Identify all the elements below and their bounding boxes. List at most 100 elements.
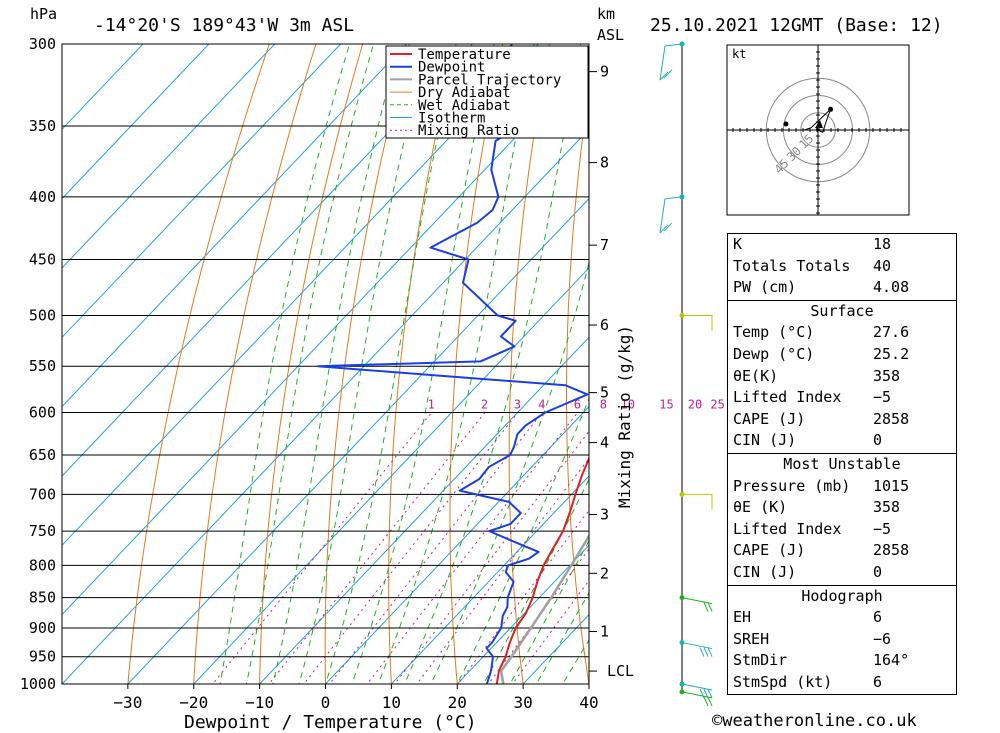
km-tick-label: LCL — [607, 662, 634, 680]
index-row: Lifted Index −5 — [728, 387, 956, 409]
index-row: StmDir 164° — [728, 650, 956, 672]
index-row: CAPE (J) 2858 — [728, 540, 956, 562]
km-tick-label: 6 — [600, 316, 609, 334]
km-tick-label: 5 — [600, 384, 609, 402]
km-tick-label: 4 — [600, 434, 609, 452]
km-tick-label: 9 — [600, 63, 609, 81]
hodograph-title: Hodograph — [801, 586, 883, 605]
x-tick-label: −30 — [113, 693, 142, 712]
x-tick-label: 40 — [579, 693, 598, 712]
dry-adiabat-line — [676, 0, 727, 710]
index-label: CAPE (J) — [733, 409, 806, 428]
legend-item: Mixing Ratio — [418, 123, 519, 139]
legend-item: Dewpoint — [418, 60, 485, 76]
pressure-tick-label: 500 — [29, 307, 56, 325]
wind-barb — [659, 43, 683, 81]
isotherm-line — [62, 44, 210, 200]
wind-barb-feather — [707, 647, 713, 657]
wind-barb — [659, 196, 683, 233]
index-label: CIN (J) — [733, 562, 797, 581]
index-value: 0 — [873, 562, 883, 581]
index-row: StmSpd (kt) 6 — [728, 672, 956, 694]
isotherm-line — [127, 197, 589, 684]
legend-box — [385, 45, 589, 139]
wind-barb-feather — [703, 602, 709, 612]
hodograph-trace — [804, 108, 832, 134]
index-value: 27.6 — [873, 323, 910, 342]
wind-profile — [659, 41, 713, 707]
index-row: Totals Totals 40 — [728, 256, 956, 278]
pressure-tick-label: 650 — [29, 446, 56, 464]
index-value: 358 — [873, 366, 901, 385]
index-value: 18 — [873, 235, 892, 253]
mixing-ratio-label: 2 — [481, 397, 488, 411]
index-row: Pressure (mb) 1015 — [728, 476, 956, 498]
location-title: -14°20'S 189°43'W 3m ASL — [94, 15, 354, 36]
dry-adiabat-line — [968, 0, 1000, 710]
x-tick-label: 30 — [513, 693, 532, 712]
km-tick-label: 2 — [600, 564, 609, 582]
x-axis-label: Dewpoint / Temperature (°C) — [184, 712, 477, 733]
index-row: CIN (J) 0 — [728, 430, 956, 452]
index-value: 1015 — [873, 476, 910, 495]
pressure-tick-label: 700 — [29, 485, 56, 503]
mixing-ratio-label: 25 — [710, 397, 724, 411]
datetime-title: 25.10.2021 12GMT (Base: 12) — [650, 15, 943, 36]
index-row: Lifted Index −5 — [728, 519, 956, 541]
index-value: −6 — [873, 629, 892, 648]
mixing-ratio-line — [303, 412, 519, 684]
index-row: CAPE (J) 2858 — [728, 409, 956, 431]
index-row: K 18 — [728, 234, 956, 256]
mixing-ratio-line — [268, 412, 486, 684]
x-tick-label: −20 — [179, 693, 208, 712]
hodograph-indices-section: Hodograph EH 6 SREH −6 StmDir 164° StmSpd (kt)… — [728, 586, 956, 695]
pressure-tick-label: 750 — [29, 522, 56, 540]
wind-barb-feather — [659, 71, 669, 81]
index-label: PW (cm) — [733, 278, 797, 297]
index-label: Temp (°C) — [733, 323, 815, 342]
mixing-ratio-label: 8 — [600, 397, 607, 411]
index-value: 40 — [873, 256, 892, 275]
isotherm-line — [324, 405, 589, 684]
index-label: CIN (J) — [733, 431, 797, 450]
pressure-tick-label: 950 — [29, 648, 56, 666]
most-unstable-title: Most Unstable — [783, 454, 901, 473]
wind-barb-feather — [663, 222, 673, 232]
pressure-tick-label: 400 — [29, 188, 56, 206]
km-tick-label: 7 — [600, 236, 609, 254]
surface-title: Surface — [810, 301, 874, 320]
wind-barb — [681, 683, 713, 691]
mixing-ratio-line — [366, 412, 579, 684]
km-tick-label: 8 — [600, 154, 609, 172]
legend-item: Temperature — [418, 47, 511, 63]
hodograph-point — [828, 106, 834, 112]
index-value: 0 — [873, 431, 883, 450]
index-row: PW (cm) 4.08 — [728, 277, 956, 299]
copyright-footer: ©weatheronline.co.uk — [712, 711, 917, 731]
mixing-ratio-label: 3 — [514, 397, 521, 411]
isotherm-line — [62, 44, 276, 269]
wind-barb — [681, 597, 713, 605]
axes: 3003504004505005506006507007508008509009… — [20, 35, 634, 712]
mixing-ratio-label: 10 — [621, 397, 635, 411]
index-label: θE(K) — [733, 366, 779, 385]
pressure-tick-label: 550 — [29, 357, 56, 375]
index-value: 4.08 — [873, 278, 910, 297]
legend-item: Parcel Trajectory — [418, 72, 561, 88]
km-tick-label: 1 — [600, 623, 609, 641]
indices-table: K 18 Totals Totals 40 PW (cm) 4.08 Surface Te… — [727, 233, 957, 696]
wind-barb-feather — [659, 224, 669, 234]
legend-item: Wet Adiabat — [418, 98, 511, 114]
index-label: Lifted Index — [733, 519, 842, 538]
wind-barb — [682, 493, 713, 510]
isotherm-line — [390, 475, 589, 684]
mixing-ratio-line — [511, 579, 589, 684]
index-value: 6 — [873, 672, 883, 691]
series-dewpoint — [316, 44, 589, 684]
index-label: SREH — [733, 629, 770, 648]
index-row: CIN (J) 0 — [728, 562, 956, 584]
pressure-tick-label: 350 — [29, 117, 56, 135]
general-indices: K 18 Totals Totals 40 PW (cm) 4.08 — [728, 234, 956, 301]
index-value: 358 — [873, 498, 901, 517]
